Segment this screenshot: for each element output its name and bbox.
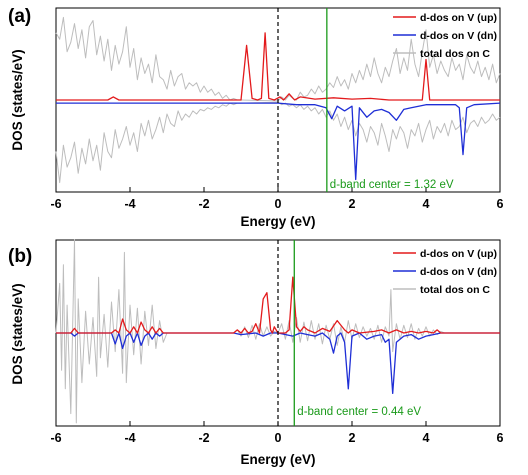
- legend-label-up-a: d-dos on V (up): [420, 12, 497, 24]
- series-line-dn-a-1: [56, 102, 501, 181]
- legend-label-up-b: d-dos on V (up): [420, 248, 497, 260]
- x-tick-label-b-6: 6: [497, 431, 504, 445]
- legend-label-total-a: total dos on C: [420, 48, 490, 60]
- x-tick-label-a-1: -4: [124, 197, 135, 211]
- xlabel-b: Energy (eV): [240, 452, 315, 467]
- series-line-total-a-3: [55, 101, 501, 184]
- x-tick-label-a-5: 4: [423, 197, 430, 211]
- legend-label-total-b: total dos on C: [420, 284, 490, 296]
- series-line-up-b-0: [56, 276, 500, 334]
- ticks-group-a: -6 -4 -2 0 2 4 6: [50, 187, 504, 211]
- x-tick-label-b-2: -2: [198, 431, 209, 445]
- legend-label-dn-b: d-dos on V (dn): [420, 266, 497, 278]
- panel-label-a: (a): [8, 6, 31, 27]
- x-tick-label-a-6: 6: [497, 197, 504, 211]
- ylabel-a: DOS (states/eV): [10, 49, 25, 150]
- series-group-b: [55, 239, 500, 426]
- x-tick-label-a-3: 0: [275, 197, 282, 211]
- panel-label-b: (b): [8, 246, 32, 267]
- series-line-dn-b-1: [56, 332, 500, 395]
- x-tick-label-b-1: -4: [124, 431, 135, 445]
- x-tick-label-b-4: 2: [349, 431, 356, 445]
- panel-a: (a) -6 -4 -2 0 2 4 6 DOS (states/eV) Energy (e…: [8, 6, 504, 229]
- legend-b: d-dos on V (up) d-dos on V (dn) total do…: [393, 248, 497, 296]
- x-tick-label-a-0: -6: [50, 197, 61, 211]
- ticks-group-b: -6 -4 -2 0 2 4 6: [50, 421, 504, 445]
- d-band-annotation-a: d-band center = 1.32 eV: [330, 179, 454, 191]
- legend-label-dn-a: d-dos on V (dn): [420, 30, 497, 42]
- ylabel-b: DOS (states/eV): [10, 283, 25, 384]
- series-line-up-a-0: [56, 32, 500, 101]
- x-tick-label-a-4: 2: [349, 197, 356, 211]
- series-group-a: [55, 8, 501, 192]
- xlabel-a: Energy (eV): [240, 214, 315, 229]
- legend-a: d-dos on V (up) d-dos on V (dn) total do…: [393, 12, 497, 60]
- x-tick-label-b-3: 0: [275, 431, 282, 445]
- x-tick-label-a-2: -2: [198, 197, 209, 211]
- x-tick-label-b-0: -6: [50, 431, 61, 445]
- d-band-annotation-b: d-band center = 0.44 eV: [297, 406, 421, 418]
- x-tick-label-b-5: 4: [423, 431, 430, 445]
- panel-b: (b) -6 -4 -2 0 2 4 6 DOS (states/eV) Energy (e…: [8, 239, 504, 467]
